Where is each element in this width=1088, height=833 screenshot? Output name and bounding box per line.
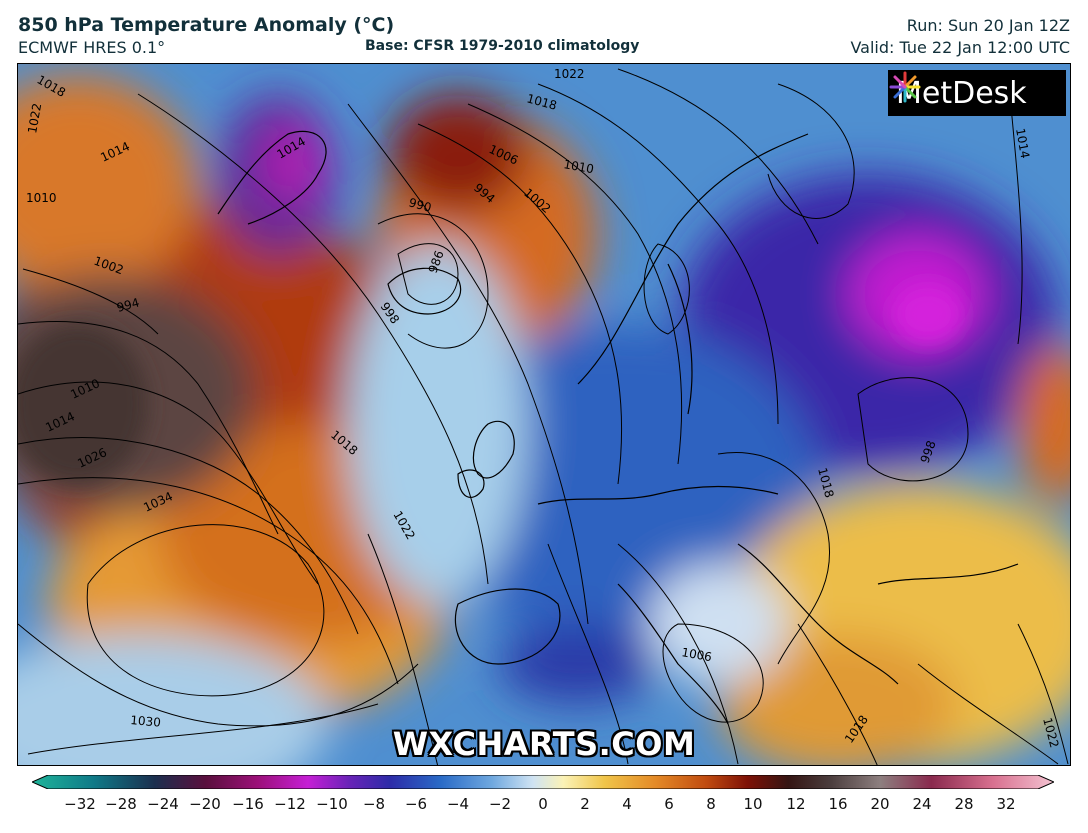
isobar-label: 1010 [26, 191, 57, 205]
map-canvas: 1018 1014 1010 1022 1006 1002 994 990 98… [18, 64, 1070, 765]
colorbar-tick: 12 [786, 795, 806, 813]
valid-time: Valid: Tue 22 Jan 12:00 UTC [850, 38, 1070, 57]
coastlines [217, 130, 1019, 725]
isobar-label: 994 [115, 295, 141, 314]
isobar-label: 1022 [25, 102, 44, 135]
colorbar-tick: 4 [622, 795, 632, 813]
colorbar-tick: −2 [488, 795, 512, 813]
colorbar-tick: −20 [189, 795, 221, 813]
colorbar-tick: −8 [362, 795, 386, 813]
wxcharts-watermark: WXCHARTS.COM [392, 725, 696, 763]
colorbar-tick: 6 [664, 795, 674, 813]
colorbar-tick: 2 [580, 795, 590, 813]
colorbar-tick: 16 [828, 795, 848, 813]
chart-title: 850 hPa Temperature Anomaly (°C) [18, 14, 395, 36]
isobar-label: 1030 [130, 713, 162, 730]
colorbar-tick: 8 [706, 795, 716, 813]
isobar-lines [18, 68, 1069, 765]
colorbar-tick-labels: −32 −28 −24 −20 −16 −12 −10 −8 −6 −4 −2 … [0, 795, 1088, 819]
anomaly-map[interactable]: 1018 1014 1010 1022 1006 1002 994 990 98… [17, 63, 1071, 766]
metdesk-logo-text: MetDesk [896, 75, 1027, 111]
colorbar-tick: −12 [274, 795, 306, 813]
colorbar-tick: −16 [232, 795, 264, 813]
climatology-base: Base: CFSR 1979-2010 climatology [365, 38, 640, 54]
colorbar-tick: 20 [870, 795, 890, 813]
isobar-label: 1010 [562, 157, 595, 176]
pinwheel-logo-icon [889, 71, 921, 103]
colorbar-tick: −24 [147, 795, 179, 813]
colorbar-tick: 0 [538, 795, 548, 813]
colorbar-tick: 10 [743, 795, 763, 813]
colorbar-tick: −4 [446, 795, 470, 813]
colorbar-tick: −32 [64, 795, 96, 813]
colorbar-tick: 32 [996, 795, 1016, 813]
metdesk-logo: MetDesk [888, 70, 1066, 116]
isobar-label: 1022 [554, 67, 585, 81]
isobar-label: 1014 [1013, 127, 1032, 160]
colorbar-tick: 24 [912, 795, 932, 813]
colorbar-tick: −6 [404, 795, 428, 813]
colorbar-tick: −28 [105, 795, 137, 813]
colorbar [32, 775, 1054, 789]
colorbar-tick: −10 [316, 795, 348, 813]
colorbar-tick: 28 [954, 795, 974, 813]
run-time: Run: Sun 20 Jan 12Z [906, 16, 1070, 35]
isobar-label: 1006 [680, 645, 713, 664]
model-label: ECMWF HRES 0.1° [18, 38, 166, 57]
isobar-label: 990 [407, 195, 433, 214]
